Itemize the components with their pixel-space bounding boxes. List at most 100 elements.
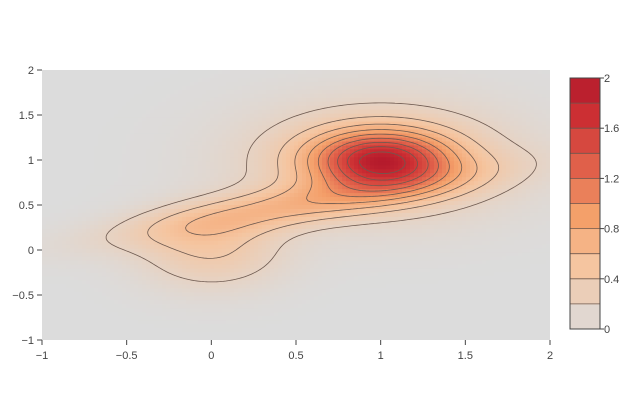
heatmap-cell <box>258 205 263 210</box>
heatmap-cell <box>274 157 279 162</box>
heatmap-cell <box>450 193 455 198</box>
heatmap-cell <box>142 117 147 123</box>
heatmap-cell <box>470 220 475 226</box>
heatmap-cell <box>114 193 119 198</box>
heatmap-cell <box>314 109 319 115</box>
heatmap-cell <box>346 205 351 210</box>
heatmap-cell <box>282 216 287 222</box>
heatmap-cell <box>242 141 247 147</box>
heatmap-cell <box>410 117 415 123</box>
heatmap-cell <box>350 149 355 154</box>
heatmap-cell <box>46 157 51 162</box>
heatmap-cell <box>354 161 359 166</box>
heatmap-cell <box>266 125 271 131</box>
heatmap-cell <box>390 169 395 174</box>
heatmap-cell <box>398 77 403 83</box>
heatmap-cell <box>198 133 203 139</box>
heatmap-cell <box>366 113 371 119</box>
heatmap-cell <box>510 216 515 222</box>
heatmap-cell <box>294 73 299 79</box>
heatmap-cell <box>106 157 111 162</box>
heatmap-cell <box>402 85 407 91</box>
heatmap-cell <box>114 177 119 182</box>
heatmap-cell <box>118 125 123 131</box>
heatmap-cell <box>490 137 495 143</box>
heatmap-cell <box>414 101 419 107</box>
heatmap-cell <box>294 101 299 107</box>
heatmap-cell <box>538 121 543 127</box>
heatmap-cell <box>246 157 251 162</box>
heatmap-cell <box>126 117 131 123</box>
heatmap-cell <box>510 117 515 123</box>
heatmap-cell <box>414 208 419 214</box>
heatmap-cell <box>530 189 535 194</box>
heatmap-cell <box>306 212 311 218</box>
heatmap-cell <box>410 97 415 103</box>
heatmap-cell <box>130 212 135 218</box>
heatmap-cell <box>198 208 203 214</box>
heatmap-cell <box>466 169 471 174</box>
heatmap-cell <box>318 216 323 222</box>
heatmap-cell <box>478 185 483 190</box>
heatmap-cell <box>130 101 135 107</box>
heatmap-cell <box>422 117 427 123</box>
heatmap-cell <box>122 173 127 178</box>
heatmap-cell <box>350 109 355 115</box>
heatmap-cell <box>502 205 507 210</box>
heatmap-cell <box>262 220 267 226</box>
heatmap-cell <box>194 85 199 91</box>
heatmap-cell <box>530 77 535 83</box>
heatmap-cell <box>374 205 379 210</box>
heatmap-cell <box>394 121 399 127</box>
heatmap-cell <box>478 97 483 103</box>
heatmap-cell <box>162 201 167 206</box>
heatmap-cell <box>330 81 335 87</box>
heatmap-cell <box>266 201 271 206</box>
heatmap-cell <box>486 133 491 139</box>
heatmap-cell <box>98 97 103 103</box>
heatmap-cell <box>518 169 523 174</box>
heatmap-cell <box>478 129 483 135</box>
heatmap-cell <box>82 157 87 162</box>
heatmap-cell <box>378 173 383 178</box>
heatmap-cell <box>322 93 327 99</box>
heatmap-cell <box>242 117 247 123</box>
heatmap-cell <box>246 85 251 91</box>
heatmap-cell <box>182 185 187 190</box>
heatmap-cell <box>534 105 539 111</box>
heatmap-cell <box>338 197 343 202</box>
heatmap-cell <box>290 193 295 198</box>
heatmap-cell <box>78 161 83 166</box>
heatmap-cell <box>450 129 455 135</box>
heatmap-cell <box>526 109 531 115</box>
heatmap-cell <box>538 137 543 143</box>
heatmap-cell <box>50 89 55 95</box>
heatmap-cell <box>162 208 167 214</box>
heatmap-cell <box>450 216 455 222</box>
heatmap-cell <box>426 149 431 154</box>
heatmap-cell <box>414 216 419 222</box>
heatmap-cell <box>350 153 355 158</box>
heatmap-cell <box>486 77 491 83</box>
heatmap-cell <box>258 105 263 111</box>
heatmap-cell <box>114 141 119 147</box>
heatmap-cell <box>82 77 87 83</box>
heatmap-cell <box>358 153 363 158</box>
heatmap-cell <box>546 153 550 158</box>
heatmap-cell <box>438 145 443 151</box>
heatmap-cell <box>78 89 83 95</box>
heatmap-cell <box>474 145 479 151</box>
heatmap-cell <box>378 81 383 87</box>
heatmap-cell <box>450 197 455 202</box>
heatmap-cell <box>522 165 527 170</box>
heatmap-cell <box>358 216 363 222</box>
heatmap-cell <box>454 85 459 91</box>
heatmap-cell <box>230 201 235 206</box>
heatmap-cell <box>254 133 259 139</box>
heatmap-cell <box>390 189 395 194</box>
heatmap-cell <box>246 208 251 214</box>
heatmap-cell <box>194 129 199 135</box>
heatmap-cell <box>170 73 175 79</box>
heatmap-cell <box>510 141 515 147</box>
heatmap-cell <box>358 85 363 91</box>
